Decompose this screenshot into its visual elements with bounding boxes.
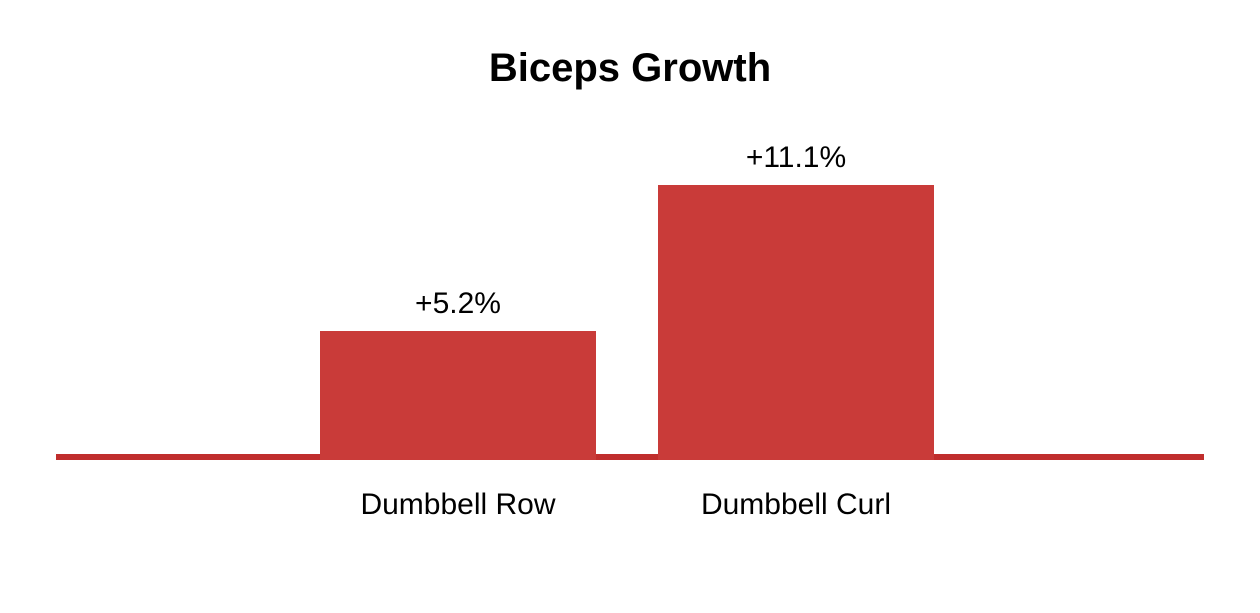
x-axis-baseline — [56, 454, 1204, 460]
chart-title: Biceps Growth — [0, 46, 1260, 91]
bar-value-label-1: +11.1% — [658, 141, 934, 175]
plot-area: +5.2% +11.1% — [0, 120, 1260, 460]
bar-category-label-1: Dumbbell Curl — [658, 488, 934, 522]
bar-1: +11.1% — [658, 185, 934, 460]
bar-0: +5.2% — [320, 331, 596, 460]
bar-value-label-0: +5.2% — [320, 287, 596, 321]
bar-category-label-0: Dumbbell Row — [320, 488, 596, 522]
biceps-growth-chart: Biceps Growth +5.2% +11.1% Dumbbell Row Du… — [0, 0, 1260, 613]
